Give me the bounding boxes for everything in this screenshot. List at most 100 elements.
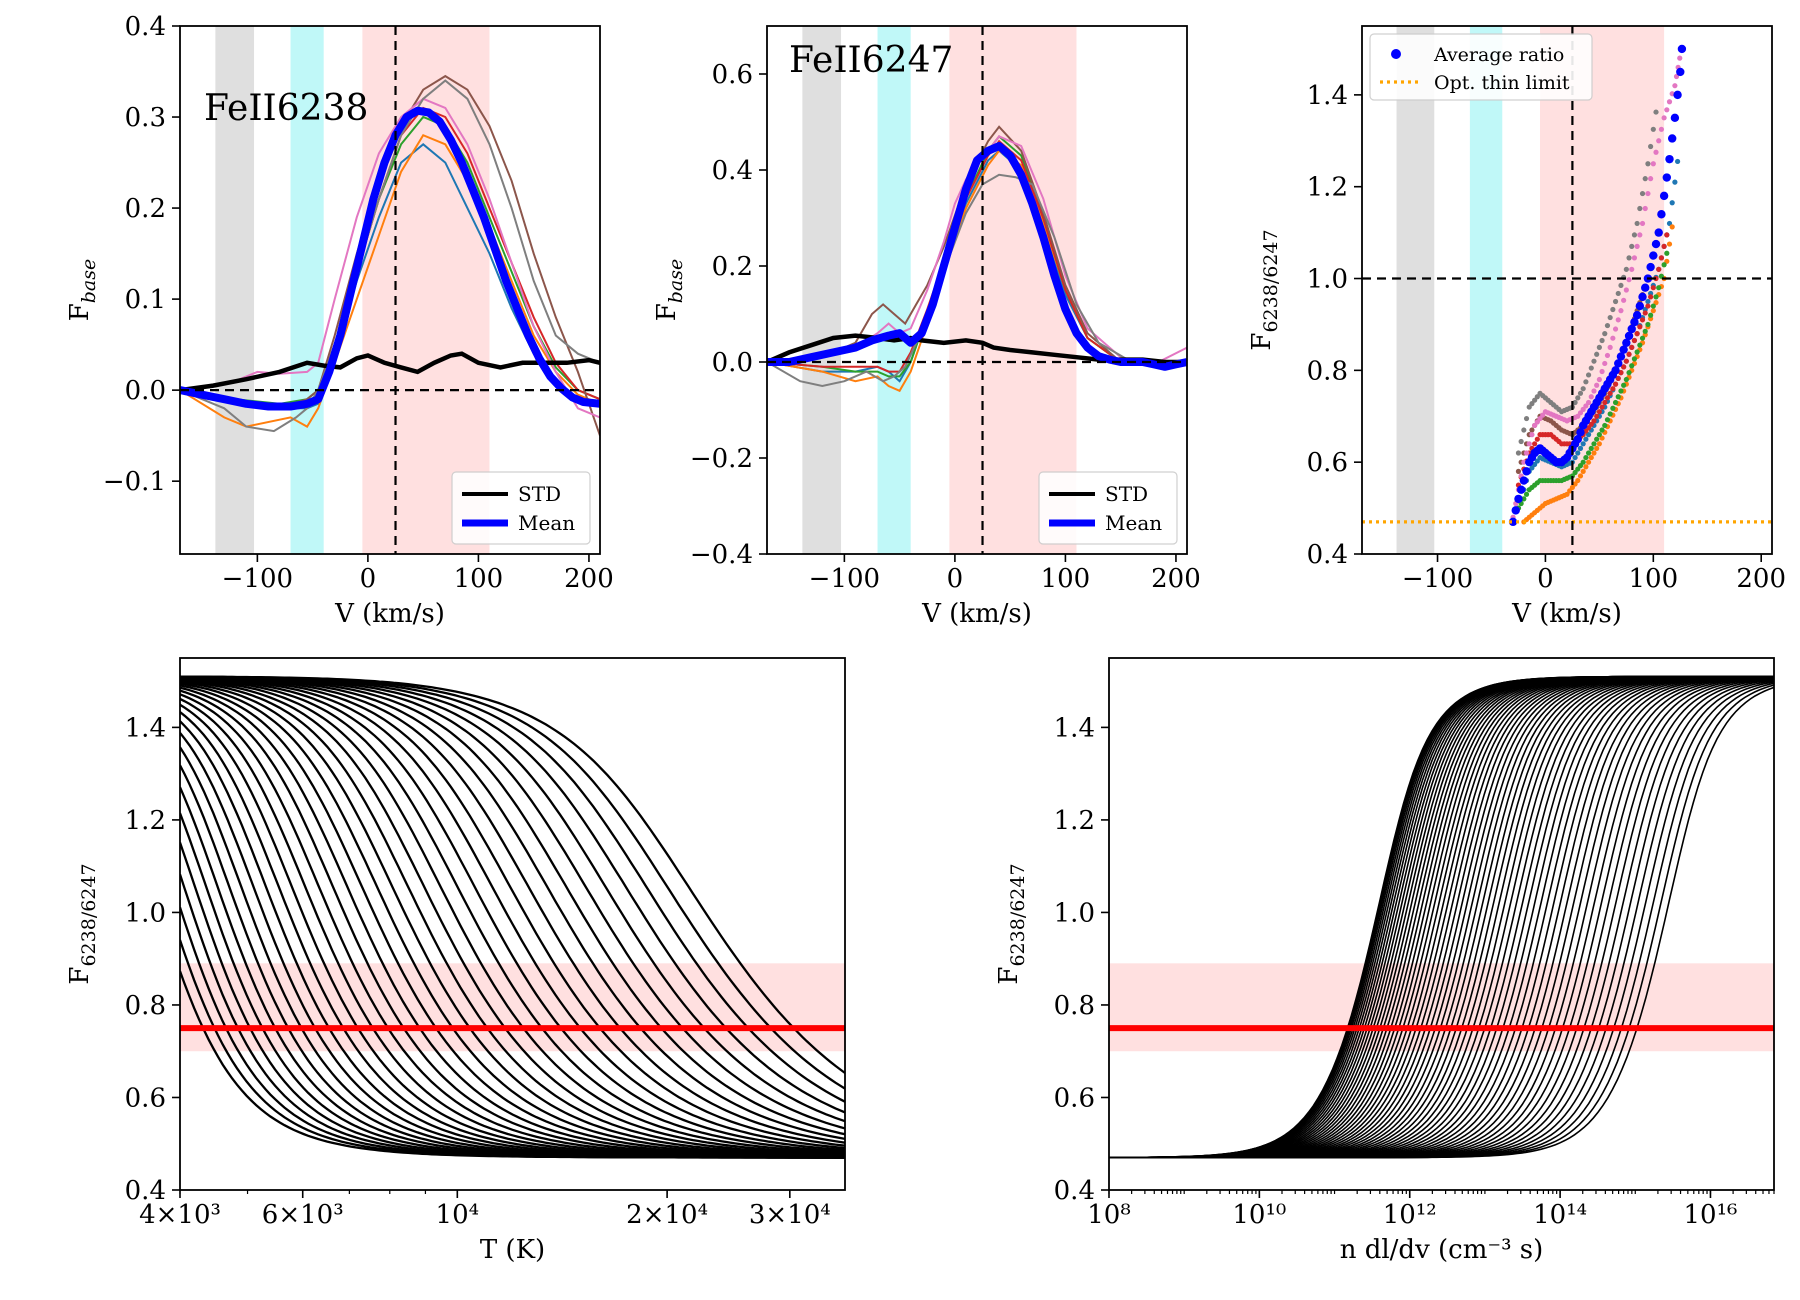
y-tick-label: 0.3 <box>125 103 166 133</box>
y-tick-label: 1.4 <box>1054 713 1095 743</box>
ratio-point-s4 <box>1629 344 1635 350</box>
ratio-point-s3 <box>1645 321 1651 328</box>
average-ratio-point <box>1576 428 1585 437</box>
model-curve <box>180 679 845 1156</box>
ratio-point-s4 <box>1596 409 1602 415</box>
y-tick-label: 1.4 <box>1307 81 1348 111</box>
y-tick-label: −0.4 <box>690 540 753 570</box>
x-tick-label: 2×10⁴ <box>626 1200 708 1230</box>
x-tick-label: 100 <box>454 564 504 594</box>
x-tick-label: 10¹⁶ <box>1683 1200 1737 1230</box>
ratio-point-s6 <box>1637 232 1643 238</box>
ratio-point-s7 <box>1623 266 1629 272</box>
ratio-point-s6 <box>1594 382 1600 388</box>
ratio-point-s1 <box>1669 200 1675 206</box>
y-tick-label: −0.1 <box>103 467 166 497</box>
y-tick-label: 0.0 <box>125 376 166 406</box>
ratio-point-s6 <box>1615 317 1621 323</box>
x-tick-label: 4×10³ <box>139 1200 221 1230</box>
ratio-point-s6 <box>1585 399 1592 406</box>
ratio-point-s4 <box>1599 404 1605 410</box>
average-ratio-point <box>1516 485 1526 494</box>
axes-frame <box>179 25 601 555</box>
model-curve <box>180 676 845 1147</box>
ratio-point-s7 <box>1580 386 1586 392</box>
x-tick-label: 6×10³ <box>262 1200 344 1230</box>
model-curve <box>180 675 845 1136</box>
average-ratio-point <box>1622 338 1631 347</box>
plot-area <box>1109 675 1774 1159</box>
model-curve <box>180 697 845 1159</box>
ratio-point-s6 <box>1621 297 1627 303</box>
average-ratio-point <box>1519 476 1529 485</box>
ratio-point-s4 <box>1623 358 1629 364</box>
y-axis-label-main: F <box>1247 333 1277 351</box>
y-tick-label: 0.4 <box>1054 1176 1095 1206</box>
average-ratio-point <box>1665 154 1674 164</box>
ratio-point-s3 <box>1621 382 1627 388</box>
x-tick-label: 100 <box>1628 564 1678 594</box>
ratio-point-s1 <box>1583 436 1589 442</box>
ratio-point-s7 <box>1642 176 1648 182</box>
shaded-band-gray <box>802 26 842 554</box>
ratio-point-s3 <box>1607 411 1613 417</box>
ratio-point-s6 <box>1645 190 1651 197</box>
legend-label-std: STD <box>1105 482 1148 506</box>
ratio-point-s3 <box>1656 285 1662 291</box>
ratio-point-s2 <box>1666 241 1673 247</box>
ratio-point-s7 <box>1594 351 1600 357</box>
average-ratio-point <box>1641 283 1650 292</box>
y-tick-label: −0.2 <box>690 444 753 474</box>
average-ratio-point <box>1514 494 1523 504</box>
y-axis-label-subscript: base <box>78 259 100 304</box>
ratio-point-s2 <box>1580 468 1586 474</box>
y-axis-label: F6238/6247 <box>65 863 100 984</box>
ratio-point-s6 <box>1526 441 1532 447</box>
spectrum-line-s7 <box>767 173 1187 388</box>
model-curve <box>1109 682 1774 1159</box>
y-axis-label-subscript: 6238/6247 <box>1007 863 1029 966</box>
y-tick-label: 1.2 <box>1054 806 1095 836</box>
model-curve <box>1109 686 1774 1159</box>
legend-label-opt-thin: Opt. thin limit <box>1434 72 1570 94</box>
average-ratio-point <box>1657 210 1666 219</box>
ratio-point-s4 <box>1534 436 1540 442</box>
ratio-point-s1 <box>1672 179 1678 185</box>
ratio-point-s3 <box>1653 294 1659 300</box>
ratio-point-s5 <box>1529 427 1535 433</box>
x-tick-label: 10⁸ <box>1087 1200 1131 1230</box>
ratio-point-s6 <box>1521 459 1527 465</box>
model-curve <box>180 680 845 1157</box>
model-curve <box>180 676 845 1144</box>
ratio-point-s4 <box>1658 255 1665 261</box>
ratio-point-s4 <box>1621 364 1627 370</box>
x-tick-label: 100 <box>1041 564 1091 594</box>
ratio-point-s6 <box>1604 352 1611 359</box>
x-tick-label: 200 <box>1151 564 1201 594</box>
x-tick-label: 200 <box>1736 564 1786 594</box>
ratio-point-s2 <box>1669 224 1675 230</box>
ratio-point-s6 <box>1588 394 1594 400</box>
average-ratio-point <box>1511 506 1520 515</box>
ratio-point-s6 <box>1666 99 1673 105</box>
ratio-point-s3 <box>1623 376 1629 383</box>
ratio-point-s7 <box>1639 190 1646 197</box>
x-axis-label: V (km/s) <box>921 599 1032 629</box>
average-ratio-point <box>1676 67 1685 77</box>
average-ratio-point <box>1677 44 1687 54</box>
average-ratio-point <box>1619 345 1628 354</box>
ratio-point-s3 <box>1521 496 1527 502</box>
average-ratio-point <box>1659 191 1669 201</box>
ratio-point-s7 <box>1653 109 1659 115</box>
y-tick-label: 0.2 <box>125 194 166 224</box>
average-ratio-point <box>1632 311 1642 320</box>
ratio-point-s1 <box>1577 445 1584 451</box>
ratio-point-s4 <box>1618 370 1624 376</box>
model-curve <box>180 675 845 1123</box>
ratio-point-s7 <box>1637 205 1643 212</box>
ratio-point-s2 <box>1583 464 1589 470</box>
ratio-point-s5 <box>1515 468 1522 474</box>
average-ratio-point <box>1667 134 1677 143</box>
ratio-point-s6 <box>1629 266 1635 272</box>
